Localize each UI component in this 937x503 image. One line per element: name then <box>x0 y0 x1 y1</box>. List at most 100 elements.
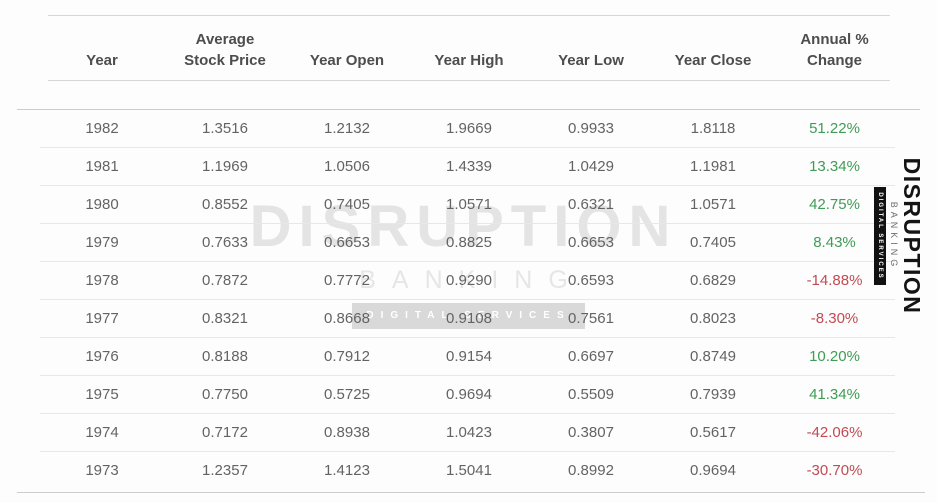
cell-close: 0.7939 <box>690 386 736 403</box>
cell-low: 0.6593 <box>568 272 614 289</box>
cell-high: 0.9290 <box>446 272 492 289</box>
cell-close: 0.8749 <box>690 348 736 365</box>
cell-open: 0.6653 <box>324 234 370 251</box>
cell-low: 0.8992 <box>568 462 614 479</box>
side-logo-title: DISRUPTION <box>899 157 925 315</box>
cell-open: 0.7912 <box>324 348 370 365</box>
cell-close: 0.6829 <box>690 272 736 289</box>
cell-avg: 1.3516 <box>202 120 248 137</box>
cell-avg: 0.8552 <box>202 196 248 213</box>
cell-high: 1.5041 <box>446 462 492 479</box>
cell-avg: 1.1969 <box>202 158 248 175</box>
cell-low: 0.6653 <box>568 234 614 251</box>
cell-close: 0.5617 <box>690 424 736 441</box>
cell-open: 1.4123 <box>324 462 370 479</box>
cell-avg: 0.7172 <box>202 424 248 441</box>
table-body: 1982 1.3516 1.2132 1.9669 0.9933 1.8118 51.22%… <box>40 110 895 489</box>
cell-change: 10.20% <box>809 348 860 365</box>
table-row: 1976 0.8188 0.7912 0.9154 0.6697 0.8749 10.20% <box>40 338 895 376</box>
cell-close: 1.1981 <box>690 158 736 175</box>
cell-high: 0.9694 <box>446 386 492 403</box>
cell-low: 0.5509 <box>568 386 614 403</box>
cell-high: 1.4339 <box>446 158 492 175</box>
cell-change: -42.06% <box>806 424 863 441</box>
cell-close: 0.7405 <box>690 234 736 251</box>
column-header-year-low: Year Low <box>530 15 652 80</box>
cell-change: 42.75% <box>809 196 860 213</box>
table-header-row: Year Average Stock Price Year Open Year … <box>40 15 895 80</box>
cell-avg: 0.7633 <box>202 234 248 251</box>
side-logo: DISRUPTION BANKING DIGITAL SERVICES <box>865 158 925 314</box>
column-header-year-open: Year Open <box>286 15 408 80</box>
cell-year: 1978 <box>85 272 119 289</box>
cell-change: 8.43% <box>813 234 856 251</box>
cell-avg: 0.7872 <box>202 272 248 289</box>
cell-year: 1977 <box>85 310 119 327</box>
cell-change: -30.70% <box>806 462 863 479</box>
cell-avg: 0.8321 <box>202 310 248 327</box>
cell-change: 13.34% <box>809 158 860 175</box>
cell-year: 1982 <box>85 120 119 137</box>
table-top-rule <box>48 15 890 16</box>
cell-open: 0.7772 <box>324 272 370 289</box>
cell-open: 1.2132 <box>324 120 370 137</box>
table-row: 1981 1.1969 1.0506 1.4339 1.0429 1.1981 13.34% <box>40 148 895 186</box>
cell-year: 1975 <box>85 386 119 403</box>
header-line2: Year <box>86 52 118 69</box>
body-top-rule <box>17 109 920 110</box>
column-header-year-close: Year Close <box>652 15 774 80</box>
header-line2: Year Low <box>558 52 624 69</box>
cell-year: 1979 <box>85 234 119 251</box>
cell-avg: 0.7750 <box>202 386 248 403</box>
cell-year: 1980 <box>85 196 119 213</box>
cell-low: 0.6321 <box>568 196 614 213</box>
header-line2: Year Open <box>309 52 385 69</box>
table-row: 1973 1.2357 1.4123 1.5041 0.8992 0.9694 -30.70… <box>40 452 895 489</box>
column-header-annual-change: Annual % Change <box>774 15 895 80</box>
cell-open: 0.7405 <box>324 196 370 213</box>
side-logo-subtitle: BANKING <box>889 201 899 271</box>
cell-open: 0.8668 <box>324 310 370 327</box>
table-row: 1979 0.7633 0.6653 0.8825 0.6653 0.7405 8.43% <box>40 224 895 262</box>
cell-change: -14.88% <box>806 272 863 289</box>
cell-open: 1.0506 <box>324 158 370 175</box>
cell-close: 1.0571 <box>690 196 736 213</box>
header-line1: Annual % <box>800 31 869 48</box>
cell-high: 0.9108 <box>446 310 492 327</box>
cell-low: 1.0429 <box>568 158 614 175</box>
cell-low: 0.3807 <box>568 424 614 441</box>
table-row: 1978 0.7872 0.7772 0.9290 0.6593 0.6829 -14.88… <box>40 262 895 300</box>
header-bottom-rule <box>48 80 890 81</box>
header-line2: Change <box>806 52 862 69</box>
cell-change: 51.22% <box>809 120 860 137</box>
table-row: 1974 0.7172 0.8938 1.0423 0.3807 0.5617 -42.06… <box>40 414 895 452</box>
table-row: 1975 0.7750 0.5725 0.9694 0.5509 0.7939 41.34% <box>40 376 895 414</box>
cell-change: 41.34% <box>809 386 860 403</box>
table-bottom-rule <box>17 492 925 493</box>
cell-change: -8.30% <box>810 310 859 327</box>
table-row: 1977 0.8321 0.8668 0.9108 0.7561 0.8023 -8.30% <box>40 300 895 338</box>
table-row: 1982 1.3516 1.2132 1.9669 0.9933 1.8118 51.22% <box>40 110 895 148</box>
side-logo-badge: DIGITAL SERVICES <box>874 187 886 285</box>
header-line2: Stock Price <box>184 52 266 69</box>
cell-year: 1973 <box>85 462 119 479</box>
cell-high: 1.0423 <box>446 424 492 441</box>
cell-low: 0.9933 <box>568 120 614 137</box>
cell-high: 1.9669 <box>446 120 492 137</box>
cell-close: 1.8118 <box>690 120 736 137</box>
cell-year: 1976 <box>85 348 119 365</box>
cell-high: 0.9154 <box>446 348 492 365</box>
header-line2: Year Close <box>674 52 752 69</box>
cell-year: 1974 <box>85 424 119 441</box>
cell-year: 1981 <box>85 158 119 175</box>
cell-close: 0.8023 <box>690 310 736 327</box>
cell-low: 0.7561 <box>568 310 614 327</box>
cell-open: 0.8938 <box>324 424 370 441</box>
table-row: 1980 0.8552 0.7405 1.0571 0.6321 1.0571 42.75% <box>40 186 895 224</box>
column-header-year: Year <box>40 15 164 80</box>
cell-open: 0.5725 <box>324 386 370 403</box>
header-line1: Average <box>195 31 255 48</box>
cell-avg: 1.2357 <box>202 462 248 479</box>
cell-high: 0.8825 <box>446 234 492 251</box>
